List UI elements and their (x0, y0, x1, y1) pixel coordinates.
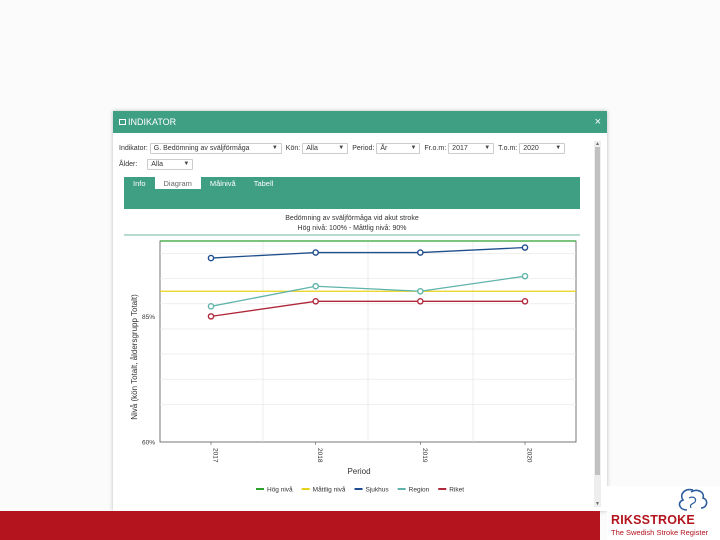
tab-tabell[interactable]: Tabell (253, 179, 274, 188)
line-chart: Bedömning av sväljförmåga vid akut strok… (124, 214, 580, 493)
brand-bar (0, 511, 600, 540)
chevron-down-icon: ▼ (484, 145, 491, 151)
chevron-down-icon: ▼ (271, 145, 278, 151)
legend-label-m-ttlig-niv-[interactable]: Måttlig nivå (313, 485, 346, 493)
from-label: Fr.o.m: (424, 144, 447, 152)
data-point-riket[interactable] (521, 297, 529, 305)
data-point-sjukhus[interactable] (521, 244, 529, 251)
scrollbar[interactable]: ▲ ▼ (594, 141, 601, 507)
indikator-label: Indikator: (119, 144, 148, 152)
data-point-region[interactable] (312, 282, 319, 290)
chart-ticks: 85% 60% 2017 2018 2019 2020 (142, 314, 533, 463)
data-point-riket[interactable] (312, 297, 319, 305)
tab-diagram[interactable]: Diagram (154, 177, 201, 189)
logo-name: RIKSSTROKE (611, 513, 695, 527)
series-line-riket (210, 300, 525, 318)
brain-icon (678, 488, 708, 511)
alder-select[interactable]: Alla ▼ (147, 158, 194, 170)
kon-label: Kön: (285, 144, 301, 152)
chart-title: Bedömning av sväljförmåga vid akut strok… (285, 214, 419, 222)
data-point-riket[interactable] (207, 313, 215, 320)
indikator-select[interactable]: G. Bedömning av sväljförmåga ▼ (149, 142, 282, 154)
kon-value: Alla (306, 144, 318, 152)
tab-bar: Info Diagram Målnivå Tabell (124, 177, 580, 209)
modal-header: INDIKATOR × (113, 111, 607, 133)
tom-value: 2020 (523, 144, 539, 152)
modal-title: INDIKATOR (128, 117, 177, 127)
tom-select[interactable]: 2020 ▼ (519, 142, 566, 154)
series-line-region (210, 275, 526, 307)
logo-tagline: The Swedish Stroke Register (611, 528, 709, 537)
scroll-down-icon[interactable]: ▼ (595, 501, 600, 507)
riksstroke-logo: RIKSSTROKE The Swedish Stroke Register (607, 486, 720, 540)
y-axis-label: Nivå (kön Totalt, åldersgrupp Totalt) (130, 294, 139, 420)
data-point-sjukhus[interactable] (207, 254, 215, 262)
scroll-up-icon[interactable]: ▲ (595, 141, 600, 147)
legend-label-riket[interactable]: Riket (449, 486, 464, 493)
x-tick-label: 2017 (212, 448, 219, 463)
x-tick-label: 2020 (526, 448, 533, 463)
x-tick-label: 2019 (421, 448, 428, 463)
data-point-region[interactable] (521, 272, 529, 280)
close-button[interactable]: × (594, 116, 601, 128)
data-point-riket[interactable] (417, 297, 424, 305)
indicator-modal: INDIKATOR × Indikator: G. Bedömning av s… (113, 111, 607, 511)
chevron-down-icon: ▼ (183, 161, 190, 167)
kon-select[interactable]: Alla ▼ (302, 142, 349, 154)
chart-subtitle: Hög nivå: 100% - Måttlig nivå: 90% (298, 224, 407, 232)
tab-malniva[interactable]: Målnivå (209, 179, 236, 188)
filter-panel: Indikator: G. Bedömning av sväljförmåga … (119, 141, 589, 173)
x-axis-label: Period (347, 467, 370, 476)
x-tick-label: 2018 (316, 448, 323, 463)
chart-grid (159, 240, 577, 443)
scroll-thumb[interactable] (595, 147, 600, 475)
y-tick-label: 60% (142, 440, 155, 447)
filter-row-1: Indikator: G. Bedömning av sväljförmåga … (119, 141, 589, 155)
indikator-value: G. Bedömning av sväljförmåga (153, 144, 250, 152)
from-select[interactable]: 2017 ▼ (448, 142, 495, 154)
tom-label: T.o.m: (498, 144, 518, 152)
data-point-sjukhus[interactable] (312, 249, 319, 256)
data-point-region[interactable] (417, 287, 424, 295)
alder-value: Alla (151, 160, 163, 168)
filter-row-2: Ålder: Alla ▼ (119, 157, 589, 171)
chevron-down-icon: ▼ (555, 145, 562, 151)
tab-info[interactable]: Info (133, 179, 146, 188)
legend-label-h-g-niv-[interactable]: Hög nivå (267, 485, 293, 493)
from-value: 2017 (452, 144, 468, 152)
chevron-down-icon: ▼ (338, 145, 345, 151)
chart-series (160, 240, 576, 320)
window-icon (119, 119, 126, 125)
legend-label-region[interactable]: Region (409, 486, 430, 493)
period-select[interactable]: År ▼ (376, 142, 421, 154)
chevron-down-icon: ▼ (410, 145, 417, 151)
legend-label-sjukhus[interactable]: Sjukhus (366, 486, 390, 493)
period-label: Period: (352, 144, 375, 152)
data-point-region[interactable] (207, 303, 215, 310)
series-line-sjukhus (210, 246, 526, 259)
y-tick-label: 85% (142, 314, 155, 321)
period-value: År (380, 144, 388, 152)
data-point-sjukhus[interactable] (417, 249, 424, 256)
chart-legend: Hög nivå Måttlig nivå Sjukhus Region Riket (256, 485, 464, 493)
alder-label: Ålder: (119, 160, 138, 168)
